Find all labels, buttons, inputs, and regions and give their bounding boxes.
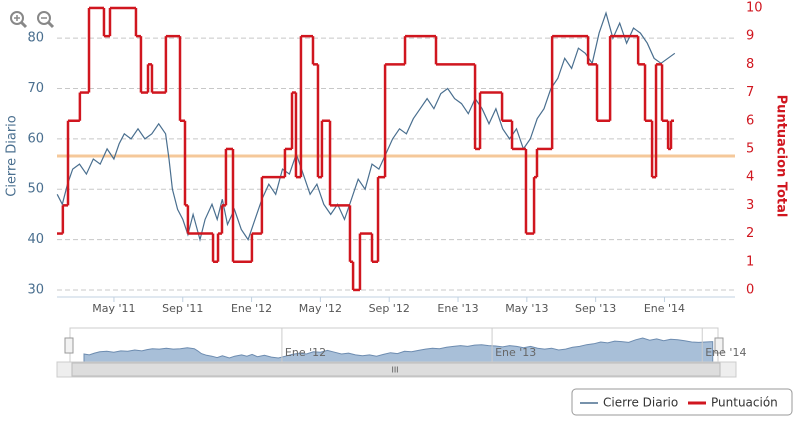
y-tick-label: 30 <box>27 282 44 297</box>
y-axis-title: Cierre Diario <box>5 115 20 197</box>
series-line <box>56 10 676 242</box>
legend-label: Cierre Diario <box>603 396 678 410</box>
y-tick-label: 50 <box>27 182 44 197</box>
y2-tick-label: 2 <box>746 226 754 241</box>
y2-tick-label: 5 <box>746 141 754 156</box>
y2-tick-label: 8 <box>746 57 754 72</box>
x-tick-label: Ene '14 <box>644 302 685 315</box>
x-tick-label: May '11 <box>92 302 135 315</box>
navigator-tick-label: Ene '14 <box>705 346 746 359</box>
x-tick-label: May '12 <box>299 302 342 315</box>
x-tick-label: Sep '13 <box>575 302 616 315</box>
x-tick-label: Sep '12 <box>369 302 410 315</box>
y2-tick-label: 6 <box>746 113 754 128</box>
x-tick-label: Ene '13 <box>437 302 478 315</box>
y2-tick-label: 1 <box>746 254 754 269</box>
y2-tick-label: 3 <box>746 198 754 213</box>
y-tick-label: 40 <box>27 232 44 247</box>
y2-axis-title: Puntuacion Total <box>774 95 789 218</box>
y-tick-label: 80 <box>27 31 44 46</box>
legend[interactable]: Cierre Diario Puntuación <box>571 388 793 416</box>
x-tick-label: May '13 <box>505 302 548 315</box>
y2-tick-label: 4 <box>746 170 754 185</box>
navigator[interactable]: III Ene '12 Ene '13 Ene '14 <box>56 327 746 378</box>
navigator-area <box>83 337 714 363</box>
y2-tick-label: 9 <box>746 29 754 44</box>
grid <box>57 37 735 291</box>
legend-label: Puntuación <box>711 396 778 410</box>
navigator-tick-label: Ene '12 <box>285 346 326 359</box>
zoom-icons[interactable] <box>10 11 55 29</box>
y2-tick-label: 10 <box>746 0 763 15</box>
navigator-tick-label: Ene '13 <box>495 346 536 359</box>
y-tick-label: 60 <box>27 131 44 146</box>
y2-tick-label: 7 <box>746 85 754 100</box>
x-tick-label: Ene '12 <box>231 302 272 315</box>
y-tick-label: 70 <box>27 81 44 96</box>
svg-text:III: III <box>391 366 398 375</box>
x-tick-label: Sep '11 <box>162 302 203 315</box>
y2-tick-label: 0 <box>746 282 754 297</box>
